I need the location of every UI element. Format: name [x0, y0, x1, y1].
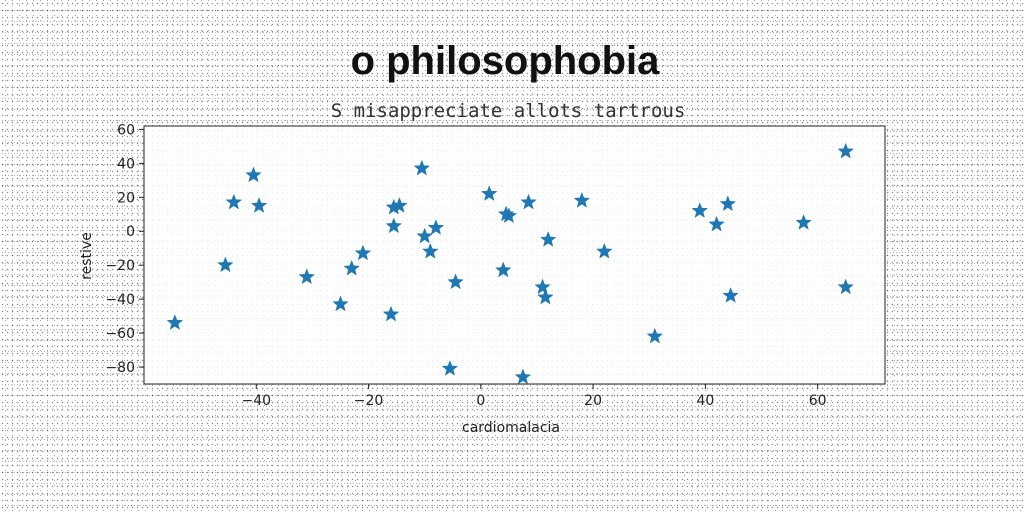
data-point-star: [166, 314, 184, 330]
data-point-star: [250, 197, 268, 213]
data-point-star: [298, 268, 316, 285]
y-tick-label: −80: [105, 360, 135, 376]
data-point-star: [494, 261, 512, 278]
data-point-star: [646, 327, 664, 344]
y-tick-label: −20: [105, 258, 135, 274]
data-point-star: [354, 244, 372, 261]
y-tick-label: 60: [117, 122, 135, 138]
data-point-star: [225, 193, 243, 210]
x-tick-label: −40: [241, 393, 271, 409]
data-point-star: [837, 142, 854, 159]
data-point-star: [520, 193, 537, 210]
data-point-star: [500, 207, 518, 223]
data-point-star: [573, 191, 591, 208]
data-point-star: [534, 278, 551, 295]
data-point-star: [539, 231, 557, 247]
data-point-star: [245, 166, 262, 183]
data-points: [166, 142, 854, 385]
data-point-star: [691, 202, 709, 218]
data-point-star: [413, 159, 431, 176]
x-axis-label: cardiomalacia: [462, 420, 560, 436]
chart-subtitle: S misappreciate allots tartrous: [331, 100, 686, 122]
data-point-star: [596, 242, 613, 259]
data-point-star: [385, 217, 403, 234]
y-axis: 60 40 20 0 −20 −40 −60 −80: [105, 122, 144, 376]
x-axis: −40 −20 0 20 40 60: [241, 384, 827, 409]
y-tick-label: 40: [117, 156, 135, 172]
y-tick-label: 0: [126, 224, 135, 240]
y-axis-label: restive: [79, 232, 95, 280]
chart-title: o philosophobia: [351, 39, 661, 83]
data-point-star: [719, 195, 737, 212]
x-tick-label: 20: [584, 393, 602, 409]
x-tick-label: −20: [354, 393, 384, 409]
data-point-star: [391, 197, 408, 213]
data-point-star: [416, 227, 433, 244]
data-point-star: [217, 256, 234, 273]
data-point-star: [343, 259, 360, 276]
x-tick-label: 60: [809, 393, 827, 409]
y-tick-label: −40: [105, 292, 135, 308]
y-tick-label: 20: [117, 190, 135, 206]
data-point-star: [427, 219, 445, 235]
data-point-star: [537, 288, 554, 305]
data-point-star: [514, 368, 532, 385]
data-point-star: [837, 278, 854, 295]
y-tick-label: −60: [105, 326, 135, 342]
data-point-star: [422, 242, 439, 259]
data-point-star: [441, 360, 459, 376]
plot-area: [143, 125, 886, 385]
data-point-star: [480, 185, 498, 201]
data-point-star: [795, 214, 812, 230]
data-point-star: [708, 215, 725, 232]
x-tick-label: 40: [696, 393, 714, 409]
data-point-star: [382, 305, 400, 322]
data-point-star: [447, 273, 464, 290]
data-point-star: [722, 287, 739, 303]
x-tick-label: 0: [476, 393, 485, 409]
data-point-star: [332, 295, 349, 312]
